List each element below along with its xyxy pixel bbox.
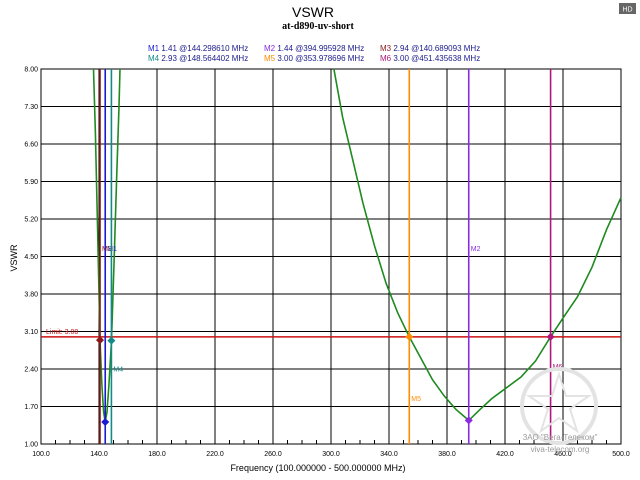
watermark-emblem — [520, 367, 598, 445]
x-tick-label: 300.0 — [322, 451, 340, 458]
marker-label-m3: M3 — [102, 246, 112, 253]
y-tick-label: 5.20 — [24, 217, 38, 224]
vswr-trace — [333, 68, 622, 422]
y-tick-label: 3.80 — [24, 292, 38, 299]
marker-legend: M1 1.41 @144.298610 MHz M2 1.44 @394.9959… — [148, 44, 480, 63]
watermark-line2: viva-telecom.org — [531, 445, 590, 454]
marker-point-m6[interactable] — [546, 332, 555, 341]
x-tick-label: 180.0 — [148, 451, 166, 458]
chart-subtitle: at-d890-uv-short — [282, 21, 354, 32]
hd-badge-label[interactable]: HD — [622, 7, 632, 14]
y-tick-label: 6.60 — [24, 142, 38, 149]
marker-label-m5: M5 — [411, 396, 421, 403]
axis-ticks: 100.0 140.0 180.0 220.0 260.0 300.0 340.0 380.0… — [24, 67, 629, 459]
marker-point-m4[interactable] — [107, 336, 116, 345]
limit-label: Limit: 3.00 — [46, 329, 78, 336]
watermark: ЗАО "Вега-Телеком" viva-telecom.org — [520, 367, 598, 454]
legend-entry-m6: M6 3.00 @451.435638 MHz — [380, 54, 480, 63]
marker-label-m2: M2 — [471, 246, 481, 253]
x-tick-label: 340.0 — [380, 451, 398, 458]
x-tick-label: 220.0 — [206, 451, 224, 458]
y-tick-label: 1.00 — [24, 442, 38, 449]
y-tick-label: 8.00 — [24, 67, 38, 74]
y-axis-label: VSWR — [9, 244, 19, 272]
x-axis-label: Frequency (100.000000 - 500.000000 MHz) — [230, 463, 405, 473]
marker-point-m1[interactable] — [101, 418, 110, 427]
y-tick-label: 4.50 — [24, 254, 38, 261]
watermark-star — [525, 370, 593, 434]
watermark-line1: ЗАО "Вега-Телеком" — [522, 433, 597, 442]
y-tick-label: 1.70 — [24, 404, 38, 411]
x-tick-label: 100.0 — [32, 451, 50, 458]
plot-grid — [40, 68, 622, 445]
legend-entry-m5: M5 3.00 @353.978696 MHz — [264, 54, 364, 63]
markers: M1M2M3M4M5M6 — [95, 69, 562, 444]
legend-entry-m4: M4 2.93 @148.564402 MHz — [148, 54, 248, 63]
marker-point-m3[interactable] — [95, 336, 104, 345]
hd-badge[interactable] — [619, 3, 636, 14]
x-tick-label: 260.0 — [264, 451, 282, 458]
y-tick-label: 7.30 — [24, 104, 38, 111]
x-tick-label: 500.0 — [612, 451, 630, 458]
x-tick-label: 380.0 — [438, 451, 456, 458]
legend-entry-m2: M2 1.44 @394.995928 MHz — [264, 44, 364, 53]
y-tick-label: 3.10 — [24, 329, 38, 336]
marker-label-m4: M4 — [113, 367, 123, 374]
marker-point-m5[interactable] — [405, 332, 414, 341]
y-tick-label: 2.40 — [24, 367, 38, 374]
vswr-trace — [92, 68, 121, 423]
x-tick-label: 420.0 — [496, 451, 514, 458]
vswr-traces — [92, 68, 622, 423]
x-tick-label: 460.0 — [554, 451, 572, 458]
legend-entry-m3: M3 2.94 @140.689093 MHz — [380, 44, 480, 53]
x-tick-label: 140.0 — [90, 451, 108, 458]
chart-title: VSWR — [292, 4, 334, 20]
marker-point-m2[interactable] — [464, 416, 473, 425]
y-tick-label: 5.90 — [24, 179, 38, 186]
legend-entry-m1: M1 1.41 @144.298610 MHz — [148, 44, 248, 53]
